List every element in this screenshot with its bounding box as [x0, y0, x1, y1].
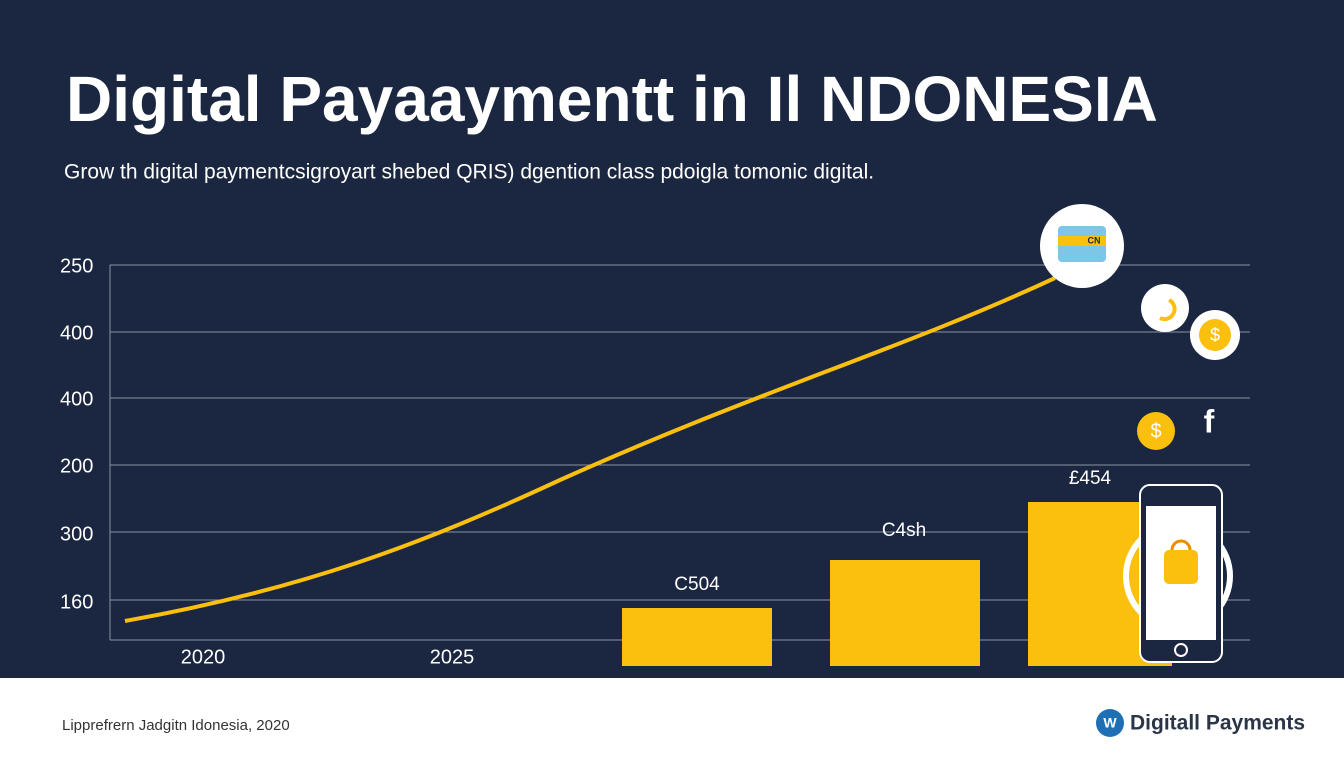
- card-stripe: [1058, 236, 1106, 246]
- shopping-bag: [1164, 550, 1198, 584]
- phone-button: [1174, 643, 1188, 657]
- y-label: 400: [60, 322, 93, 344]
- bar-label: £454: [1069, 468, 1112, 489]
- trend-line: [124, 276, 1056, 623]
- card-text: CN: [1088, 235, 1101, 245]
- bar: [622, 608, 772, 666]
- y-label: 200: [60, 455, 93, 477]
- coin: [1199, 319, 1231, 351]
- phone-call-glyph: [1159, 298, 1177, 322]
- coin: [1137, 412, 1175, 450]
- social-icon: f: [1204, 403, 1215, 439]
- subtitle: Grow th digital paymentcsigroyart shebed…: [64, 161, 874, 184]
- bar-label: C4sh: [882, 520, 926, 541]
- x-label: 2020: [181, 646, 226, 668]
- phone-call-icon: [1141, 284, 1189, 332]
- coin-symbol: $: [1150, 420, 1161, 442]
- x-label: 2025: [430, 646, 475, 668]
- y-label: 160: [60, 591, 93, 613]
- brand: Digitall Payments: [1130, 712, 1305, 735]
- source: Lipprefrern Jadgitn Idonesia, 2020: [62, 717, 290, 734]
- y-label: 300: [60, 523, 93, 545]
- logo-text: W: [1103, 715, 1117, 731]
- bar: [830, 560, 980, 666]
- bar-label: C504: [674, 574, 720, 595]
- y-label: 400: [60, 388, 93, 410]
- bag-handle: [1170, 539, 1192, 551]
- title: Digital Payaaymentt in Il NDONESIA: [66, 63, 1158, 135]
- logo: [1096, 709, 1124, 737]
- y-label: 250: [60, 255, 93, 277]
- coin-symbol: $: [1210, 325, 1220, 345]
